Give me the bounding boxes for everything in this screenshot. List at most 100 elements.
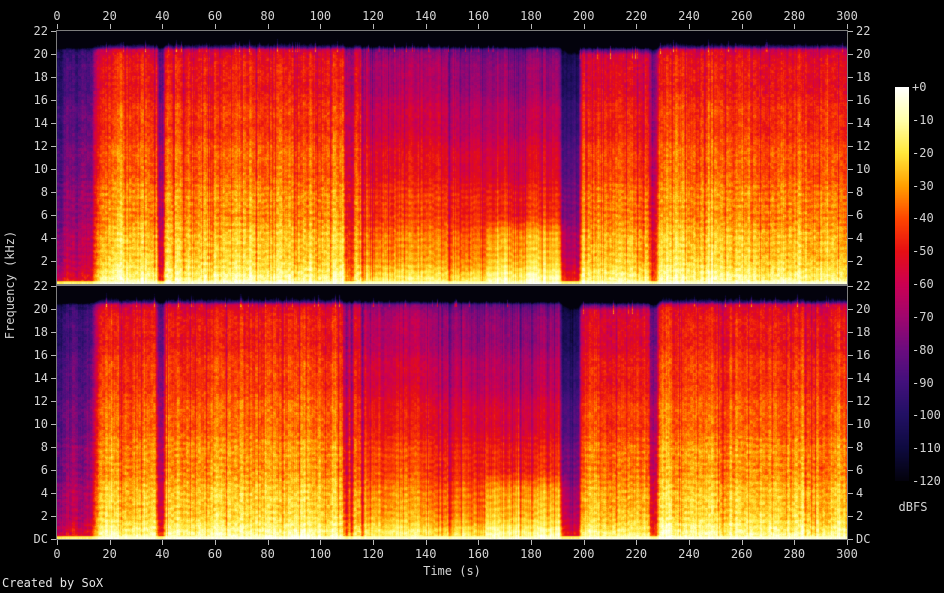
db-tick-label: -30 [912, 178, 934, 193]
freq-tick-label-left: 20 [33, 302, 48, 316]
time-tick-bottom [794, 540, 796, 545]
time-tick-label-bottom: 120 [362, 547, 384, 561]
freq-tick-right [848, 123, 853, 124]
time-tick-top [531, 24, 532, 29]
freq-tick-left [51, 192, 56, 193]
credit-text: Created by SoX [2, 576, 104, 590]
db-tick-label: -90 [912, 375, 934, 390]
freq-tick-label-left: 10 [33, 417, 48, 431]
time-tick-label-bottom: 280 [783, 547, 806, 561]
freq-tick-right [848, 309, 853, 310]
time-tick-label-bottom: 80 [260, 547, 275, 561]
time-tick-bottom [847, 540, 848, 545]
db-tick-label: -50 [912, 244, 934, 259]
freq-tick-right [848, 215, 853, 216]
freq-tick-label-right: 14 [856, 371, 871, 385]
freq-tick-right [848, 355, 853, 356]
db-tick-label: -100 [912, 408, 941, 423]
time-tick-label-bottom: 100 [309, 547, 332, 561]
time-tick-top [215, 24, 216, 29]
freq-tick-label-left: 4 [40, 231, 48, 245]
freq-tick-left [51, 401, 56, 402]
time-tick-label-bottom: 260 [730, 547, 753, 561]
freq-tick-label-left: 18 [33, 70, 48, 84]
time-tick-label-top: 260 [730, 9, 753, 23]
db-tick-label: -10 [912, 112, 934, 127]
freq-tick-label-right: 12 [856, 394, 871, 408]
time-tick-bottom [109, 540, 111, 545]
freq-tick-right [848, 54, 853, 55]
time-tick-top [478, 24, 480, 29]
time-tick-bottom [320, 540, 322, 545]
time-tick-top [741, 24, 743, 29]
freq-tick-label-right: 8 [856, 440, 864, 454]
freq-tick-label-right: 6 [856, 463, 864, 477]
frequency-axis-title: Frequency (kHz) [3, 230, 17, 340]
time-tick-label-bottom: 240 [678, 547, 700, 561]
freq-tick-label-left: 6 [40, 463, 48, 477]
freq-tick-right [848, 424, 853, 425]
time-tick-label-top: 80 [260, 9, 275, 23]
time-tick-top [320, 24, 322, 29]
freq-tick-label-left: 16 [33, 93, 48, 107]
freq-tick-right [848, 192, 853, 193]
colorbar-title: dBFS [898, 500, 928, 514]
time-tick-bottom [425, 540, 427, 545]
time-tick-label-top: 220 [625, 9, 648, 23]
freq-tick-left [51, 31, 56, 32]
freq-tick-label-left: 12 [33, 394, 48, 408]
time-tick-label-bottom: 20 [102, 547, 117, 561]
time-tick-top [57, 24, 58, 29]
time-tick-label-bottom: 200 [572, 547, 595, 561]
time-tick-label-top: 140 [414, 9, 437, 23]
freq-tick-right [848, 332, 853, 333]
freq-tick-label-right: 18 [856, 70, 871, 84]
colorbar [895, 87, 909, 481]
freq-tick-left [51, 355, 56, 356]
freq-tick-left [51, 309, 56, 310]
db-tick-label: -40 [912, 211, 934, 226]
freq-tick-label-left: 18 [33, 325, 48, 339]
time-tick-label-top: 0 [53, 9, 61, 23]
db-tick-label: -70 [912, 309, 934, 324]
time-tick-top [636, 24, 638, 29]
time-tick-bottom [267, 540, 269, 545]
time-tick-bottom [373, 540, 374, 545]
freq-tick-label-left: 2 [40, 509, 48, 523]
freq-tick-label-right: 10 [856, 162, 871, 176]
freq-tick-label-left: 20 [33, 47, 48, 61]
freq-tick-right [848, 146, 853, 147]
time-tick-label-top: 200 [572, 9, 595, 23]
freq-tick-label-right: 10 [856, 417, 871, 431]
db-tick-label: -20 [912, 145, 934, 160]
time-tick-bottom [215, 540, 216, 545]
freq-tick-label-right: DC [856, 532, 871, 546]
time-tick-label-top: 100 [309, 9, 332, 23]
time-tick-label-top: 160 [467, 9, 490, 23]
freq-tick-left [51, 286, 56, 287]
freq-tick-left [51, 470, 56, 471]
freq-tick-left [51, 169, 56, 170]
spectrogram-channel-1-frame [56, 30, 848, 285]
freq-tick-label-right: 16 [856, 348, 871, 362]
freq-tick-left [51, 516, 56, 517]
time-tick-top [109, 24, 111, 29]
db-tick-label: -110 [912, 441, 941, 456]
freq-tick-label-left: 8 [40, 440, 48, 454]
freq-tick-right [848, 286, 853, 287]
freq-tick-label-right: 6 [856, 208, 864, 222]
freq-tick-label-right: 4 [856, 486, 864, 500]
time-tick-label-top: 40 [155, 9, 170, 23]
freq-tick-label-left: 22 [33, 279, 48, 293]
freq-tick-right [848, 493, 853, 494]
freq-tick-left [51, 539, 56, 540]
db-tick-label: -80 [912, 342, 934, 357]
freq-tick-left [51, 261, 56, 262]
freq-tick-right [848, 447, 853, 448]
db-tick-label: -120 [912, 474, 941, 488]
freq-tick-label-left: 8 [40, 185, 48, 199]
freq-tick-label-left: 14 [33, 116, 48, 130]
time-tick-label-top: 240 [678, 9, 700, 23]
time-tick-label-bottom: 220 [625, 547, 648, 561]
